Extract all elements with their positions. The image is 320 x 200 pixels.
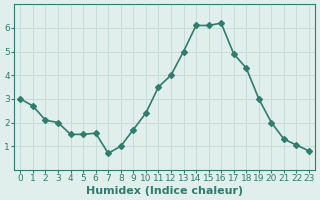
- X-axis label: Humidex (Indice chaleur): Humidex (Indice chaleur): [86, 186, 243, 196]
